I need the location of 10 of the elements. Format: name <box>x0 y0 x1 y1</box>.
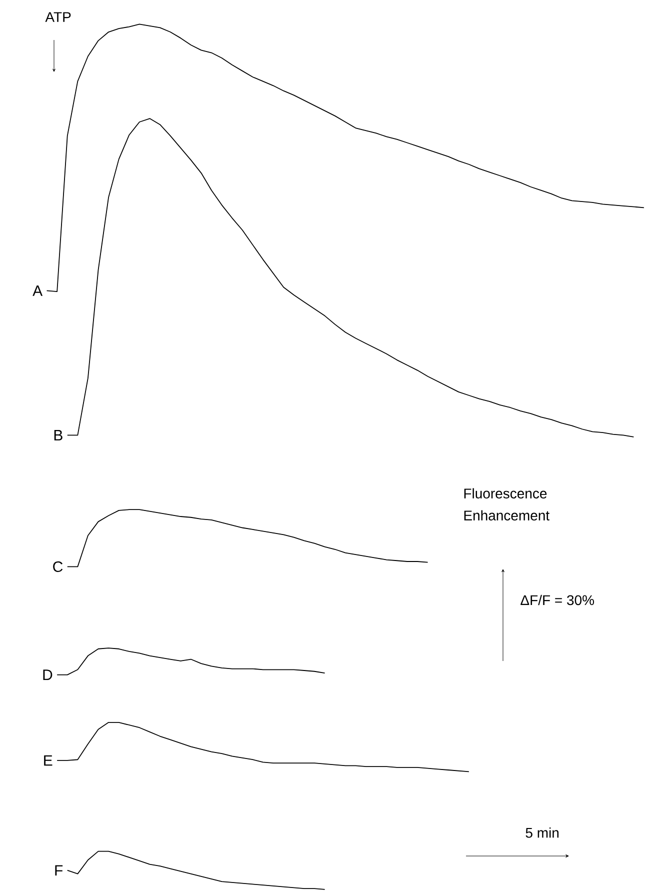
series-label: A <box>32 286 43 296</box>
series-label: C <box>53 561 63 572</box>
annotation: Fluorescence Enhancement <box>464 488 550 520</box>
series-label: E <box>44 755 52 766</box>
series-label: B <box>54 430 62 440</box>
text: ATP <box>45 12 71 22</box>
annotation: 5 min <box>526 828 559 838</box>
annotation: ΔF/F = 30% <box>520 594 594 606</box>
series-label: D <box>43 670 52 680</box>
series-label: F <box>55 865 63 876</box>
